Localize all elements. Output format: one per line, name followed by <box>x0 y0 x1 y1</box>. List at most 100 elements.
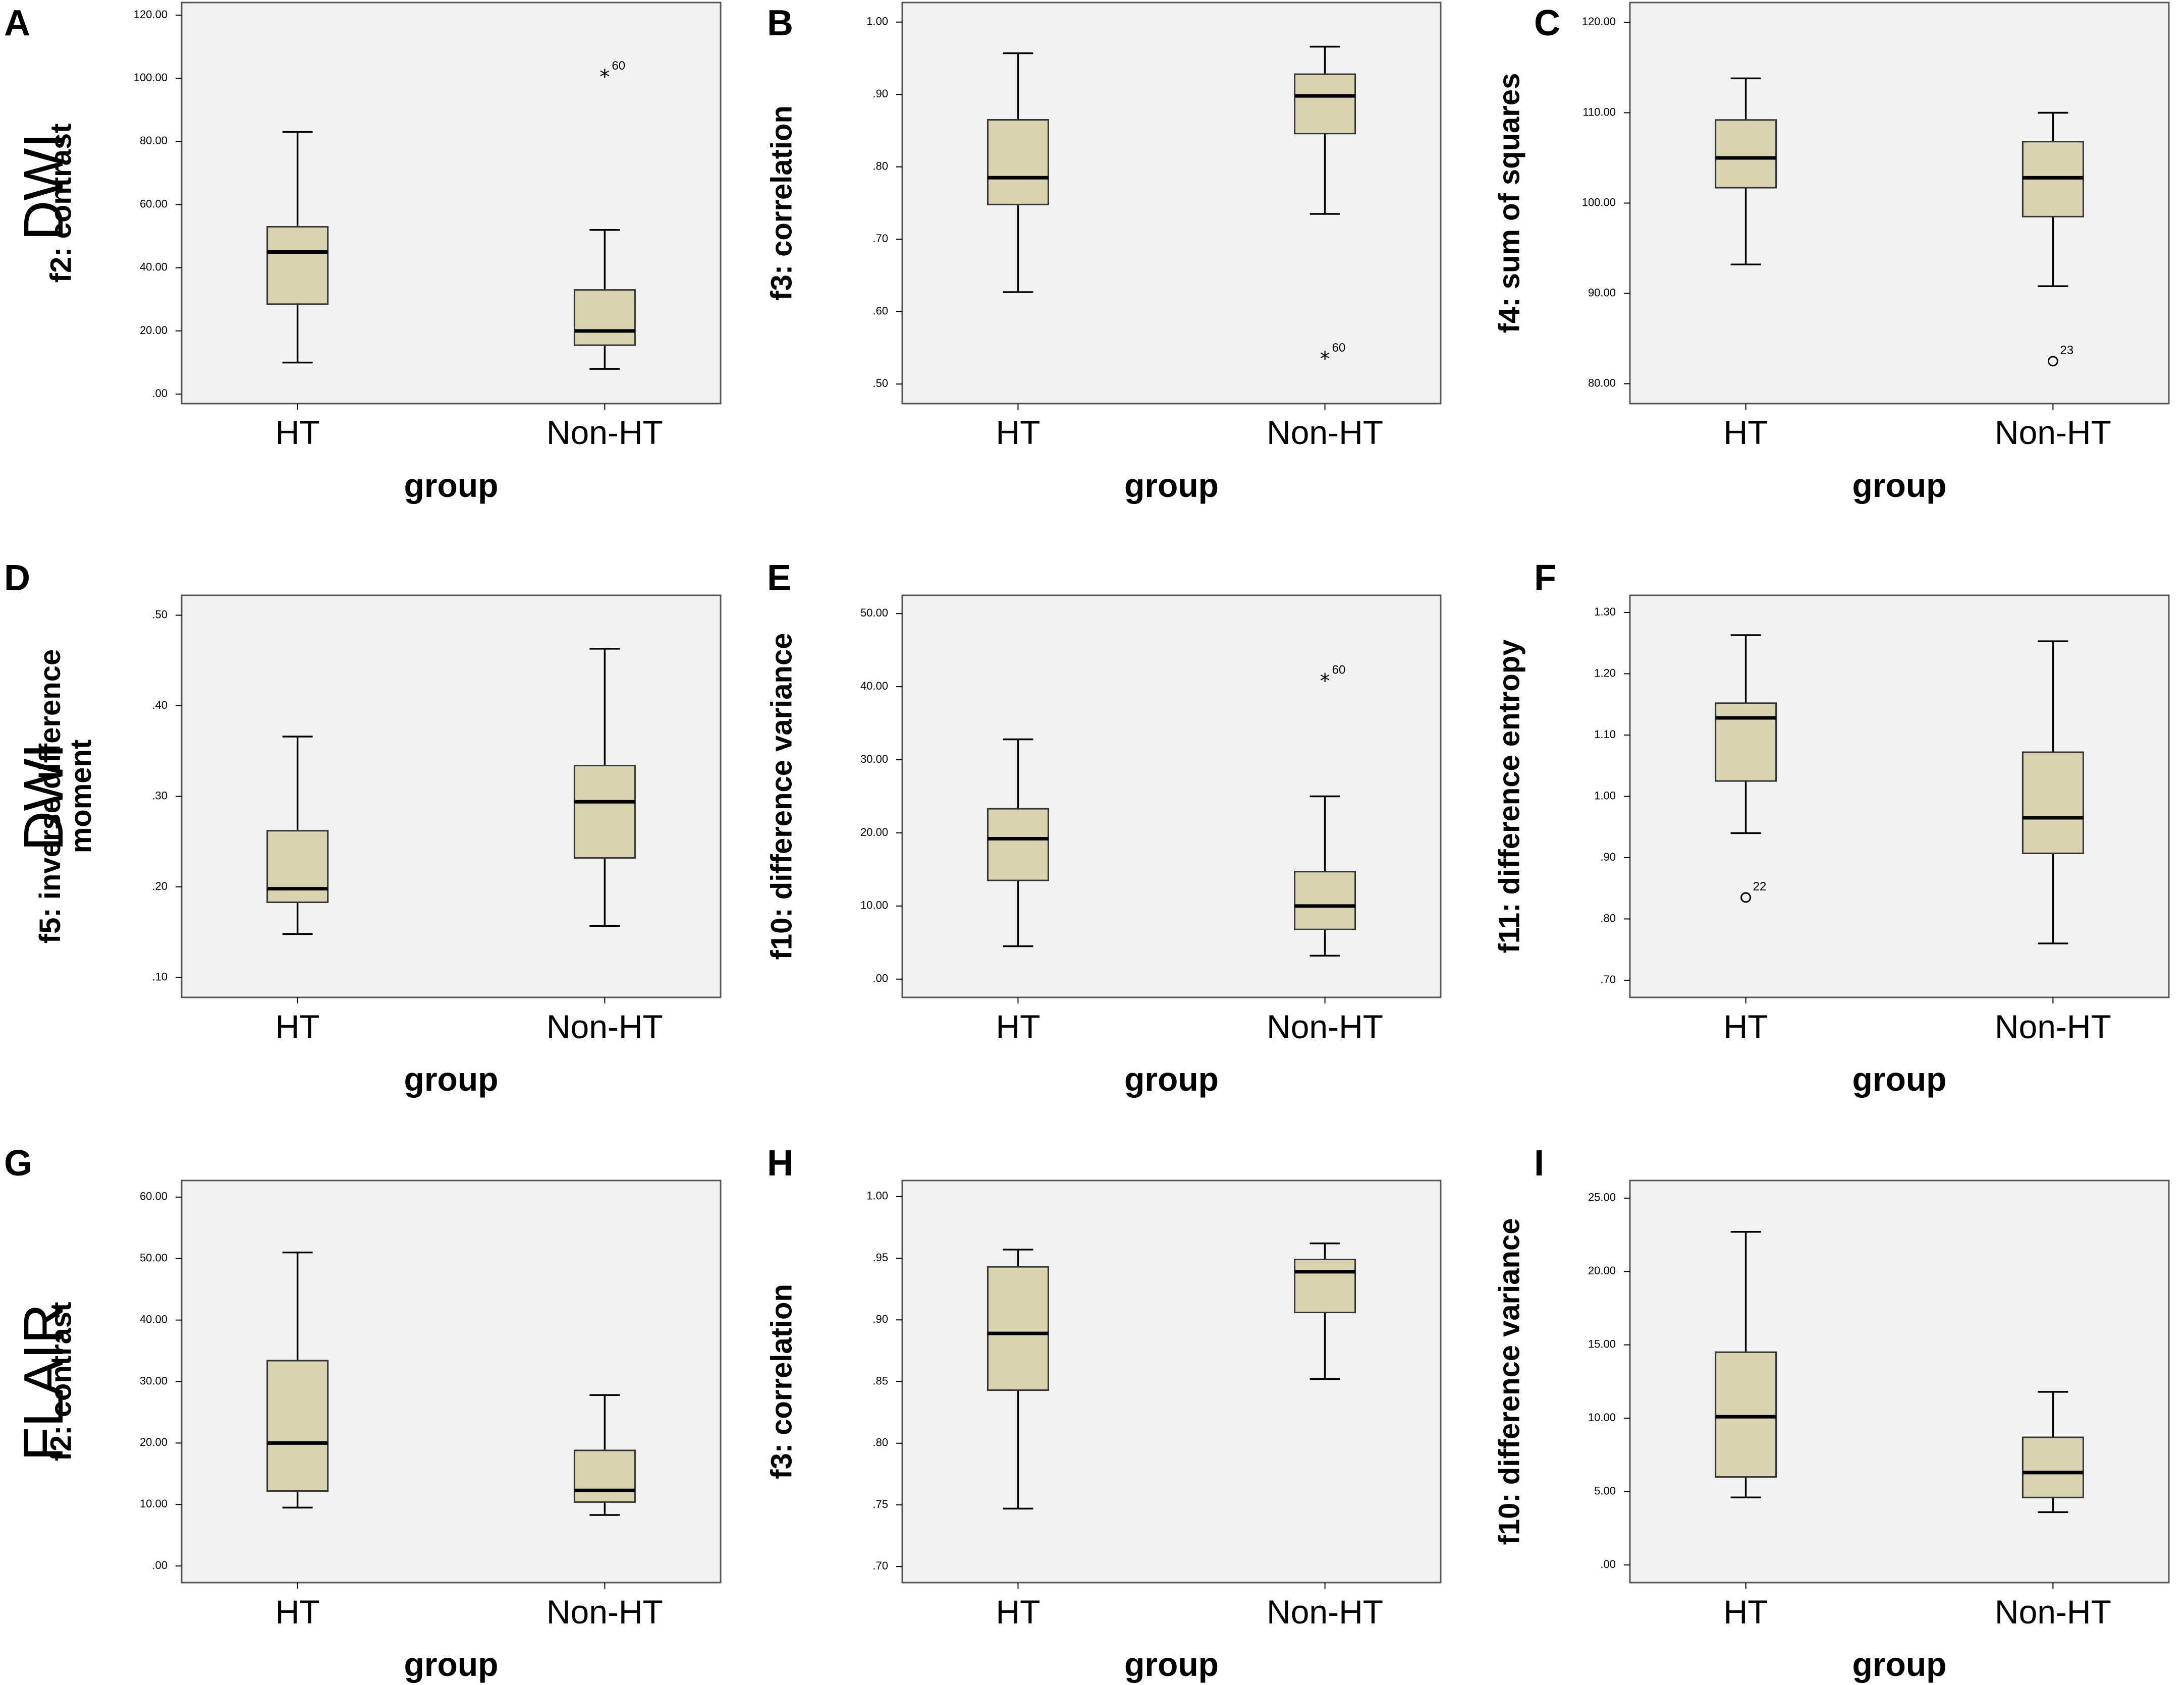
y-axis-title: f10: difference variance <box>1493 1218 1525 1545</box>
x-axis-title: group <box>1852 467 1947 504</box>
outlier-circle <box>2047 356 2058 367</box>
iqr-box <box>266 830 329 904</box>
outlier-label: 60 <box>612 59 625 73</box>
outlier-star: * <box>1320 670 1330 693</box>
iqr-box <box>987 119 1049 205</box>
y-tick-label: 10.00 <box>140 1497 168 1510</box>
y-tick-label: 100.00 <box>134 71 168 84</box>
y-axis-title-line: moment <box>65 740 97 854</box>
x-category-label: HT <box>1724 414 1768 451</box>
panel-letter: B <box>767 3 793 43</box>
iqr-box <box>266 1360 329 1492</box>
y-tick-label: 25.00 <box>1588 1191 1616 1204</box>
box-ht <box>266 736 329 935</box>
y-tick-label: 40.00 <box>860 680 888 692</box>
panel-b: B .50 .60 .70 .80 .90 1.00 f3: correlation HT Non… <box>765 2 1442 504</box>
iqr-box <box>987 1266 1049 1391</box>
x-category-label: Non-HT <box>1995 414 2111 451</box>
y-tick-label: 120.00 <box>1582 15 1616 28</box>
outlier-star: * <box>599 66 610 89</box>
y-axis-title-line: f5: inverse difference <box>34 649 67 943</box>
y-tick-label: 30.00 <box>860 753 888 765</box>
y-tick-label: .00 <box>872 972 888 985</box>
y-tick-label: .70 <box>872 1559 888 1572</box>
panel-letter: D <box>4 558 30 598</box>
box-ht <box>987 738 1049 947</box>
y-tick-label: .80 <box>872 160 888 173</box>
y-tick-label: 5.00 <box>1594 1484 1616 1497</box>
x-category-label: HT <box>996 414 1040 451</box>
y-axis-title: f2: contrast <box>44 1302 77 1462</box>
x-category-label: HT <box>996 1593 1040 1631</box>
outlier-circle <box>1740 892 1752 903</box>
panel-letter: E <box>767 558 791 598</box>
panel-d: D .10 .20 .30 .40 .50 f5: inverse differencemo… <box>4 558 722 1098</box>
x-category-label: HT <box>276 1008 320 1045</box>
iqr-box <box>573 1449 636 1503</box>
row-label-1: DWI <box>13 133 75 241</box>
y-tick-label: .60 <box>872 305 888 317</box>
y-tick-label: 20.00 <box>140 324 168 336</box>
y-tick-label: 20.00 <box>140 1436 168 1448</box>
y-tick-label: .80 <box>872 1436 888 1449</box>
y-tick-label: .10 <box>152 970 168 983</box>
x-axis-title: group <box>1124 1060 1219 1098</box>
y-tick-label: .90 <box>1600 851 1616 863</box>
y-tick-label: .50 <box>152 608 168 621</box>
row-labels: DWI DWI FLAIR <box>13 133 75 1461</box>
y-tick-label: 30.00 <box>140 1374 168 1387</box>
x-axis-title: group <box>1124 1646 1219 1683</box>
y-tick-label: 120.00 <box>134 8 168 21</box>
y-tick-label: .90 <box>872 87 888 100</box>
y-axis-title: f3: correlation <box>765 1284 798 1479</box>
plot-area <box>1629 1180 2170 1584</box>
y-tick-label: .95 <box>872 1251 888 1264</box>
box-non-ht <box>573 648 636 927</box>
x-category-label: HT <box>1724 1593 1768 1631</box>
row-label-2: DWI <box>13 743 75 851</box>
y-axis-title: f3: correlation <box>765 105 798 301</box>
y-tick-label: .00 <box>152 387 168 400</box>
y-tick-label: .85 <box>872 1374 888 1387</box>
x-category-label: Non-HT <box>1267 1008 1383 1045</box>
plot-area <box>181 2 722 405</box>
x-category-label: Non-HT <box>547 414 663 451</box>
y-tick-label: 1.30 <box>1594 605 1616 618</box>
x-axis-title: group <box>1124 467 1219 504</box>
y-tick-label: 110.00 <box>1582 105 1616 118</box>
box-non-ht <box>2022 1391 2084 1513</box>
outlier-label: 60 <box>1332 341 1346 355</box>
panel-letter: I <box>1534 1143 1544 1184</box>
x-category-label: Non-HT <box>1995 1593 2111 1631</box>
panel-letter: H <box>767 1143 793 1184</box>
iqr-box <box>1715 702 1777 782</box>
x-category-label: Non-HT <box>1267 414 1383 451</box>
box-ht <box>1715 77 1777 266</box>
box-ht <box>987 1249 1049 1510</box>
y-tick-label: 10.00 <box>860 899 888 912</box>
y-axis-title: f4: sum of squares <box>1493 73 1525 333</box>
box-non-ht <box>1294 45 1356 215</box>
panel-letter: C <box>1534 3 1560 43</box>
y-tick-label: .75 <box>872 1498 888 1510</box>
box-ht <box>1715 634 1777 834</box>
iqr-box <box>987 808 1049 881</box>
y-axis-title: f10: difference variance <box>765 633 798 960</box>
y-tick-label: 1.00 <box>866 1190 888 1202</box>
y-tick-label: .20 <box>152 880 168 892</box>
x-category-label: HT <box>276 414 320 451</box>
y-tick-label: 1.10 <box>1594 728 1616 741</box>
outlier-star: * <box>1320 348 1330 371</box>
box-non-ht <box>2022 640 2084 944</box>
box-non-ht <box>573 229 636 370</box>
x-axis-title: group <box>404 467 499 504</box>
y-tick-label: 40.00 <box>140 261 168 273</box>
x-axis-title: group <box>1852 1646 1947 1683</box>
y-tick-label: 1.00 <box>1594 789 1616 802</box>
plot-area <box>181 1180 722 1584</box>
box-non-ht <box>1294 795 1356 957</box>
y-tick-label: .50 <box>872 377 888 389</box>
panel-a: A .00 20.00 40.00 60.00 80.00 100.00 120.00 f2: … <box>4 2 722 504</box>
outlier-label: 60 <box>1332 663 1346 677</box>
y-tick-label: 20.00 <box>1588 1264 1616 1277</box>
